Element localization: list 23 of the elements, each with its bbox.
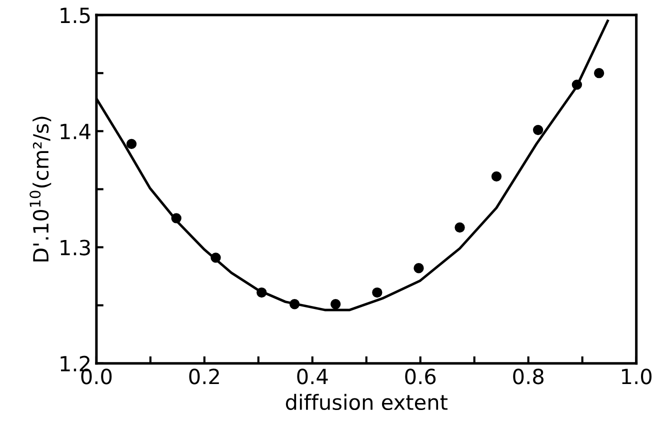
y-axis-title: D'.10$^{10}$(cm²/s): [30, 116, 52, 262]
y-tick-label: 1.4: [60, 124, 90, 140]
y-tick-label: 1.3: [60, 240, 90, 256]
y-tick-label: 1.5: [60, 8, 90, 24]
point: [372, 287, 382, 298]
point: [414, 263, 424, 274]
x-tick-label: 0.8: [513, 368, 544, 384]
point: [171, 213, 182, 224]
point: [330, 299, 341, 310]
point: [532, 124, 544, 136]
point: [126, 138, 137, 150]
point: [256, 287, 267, 298]
x-tick-label: 1.0: [622, 368, 652, 384]
point: [454, 222, 465, 233]
x-axis-title: diffusion extent: [286, 394, 448, 410]
point: [289, 299, 300, 310]
point: [594, 68, 604, 78]
point: [491, 171, 502, 182]
x-tick-label: 0.6: [405, 368, 436, 384]
x-tick-label: 0.4: [297, 368, 328, 384]
x-tick-label: 0.2: [189, 368, 219, 384]
point: [572, 80, 582, 90]
point: [210, 252, 221, 263]
